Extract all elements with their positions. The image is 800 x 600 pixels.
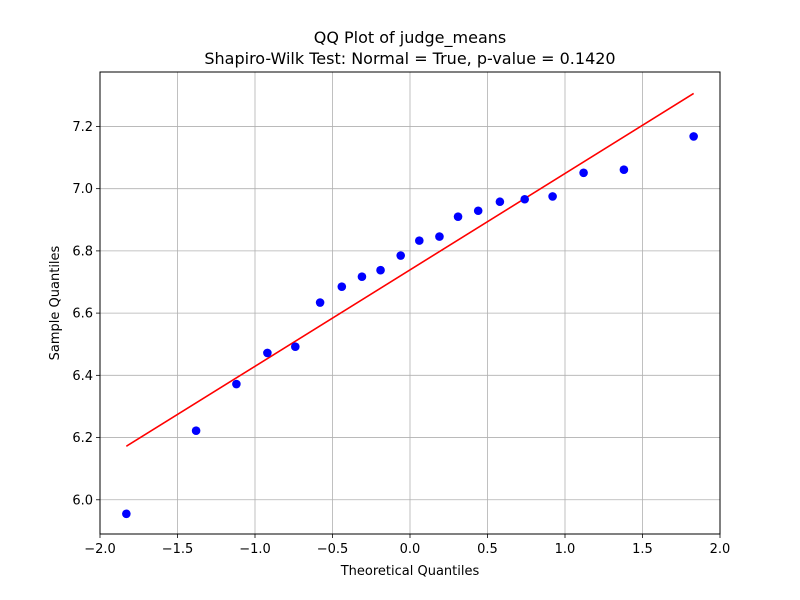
x-tick-label: −1.0 xyxy=(239,542,271,557)
data-point xyxy=(473,206,483,216)
data-point xyxy=(232,379,241,389)
y-tick-label: 6.6 xyxy=(72,307,93,322)
y-tick-label: 6.4 xyxy=(72,369,93,384)
y-tick-label: 7.2 xyxy=(72,120,93,135)
data-point xyxy=(263,348,272,358)
grid-lines xyxy=(99,72,721,534)
data-point xyxy=(337,282,347,291)
x-tick-label: 1.0 xyxy=(555,542,576,557)
data-point xyxy=(495,197,505,207)
y-tick-label: 7.0 xyxy=(72,182,93,197)
x-axis-ticks: −2.0 −1.5 −1.0 −0.5 0.0 0.5 1.0 1.5 2.0 xyxy=(84,534,730,557)
data-point xyxy=(520,194,529,204)
x-tick-label: −1.5 xyxy=(162,542,194,557)
data-point xyxy=(415,236,424,245)
x-tick-label: −2.0 xyxy=(84,542,116,557)
data-point xyxy=(453,212,463,221)
data-point xyxy=(689,132,698,141)
y-axis-ticks: 6.0 6.2 6.4 6.6 6.8 7.0 7.2 xyxy=(72,120,100,508)
data-point xyxy=(315,298,325,307)
data-point xyxy=(435,232,444,241)
data-point xyxy=(357,272,367,282)
fit-line-layer xyxy=(125,92,695,447)
data-point xyxy=(122,509,131,519)
x-axis-label: Theoretical Quantiles xyxy=(340,564,480,579)
y-tick-label: 6.2 xyxy=(72,431,93,446)
x-tick-label: −0.5 xyxy=(317,542,349,557)
x-tick-label: 0.0 xyxy=(400,542,421,557)
data-point xyxy=(579,168,588,178)
data-point xyxy=(619,165,629,174)
x-tick-label: 1.5 xyxy=(632,542,653,557)
data-point xyxy=(396,251,406,260)
chart-subtitle: Shapiro-Wilk Test: Normal = True, p-valu… xyxy=(204,49,615,68)
fit-line xyxy=(125,92,695,447)
y-axis-label: Sample Quantiles xyxy=(48,245,63,360)
x-tick-label: 2.0 xyxy=(710,542,731,557)
y-tick-label: 6.0 xyxy=(72,493,93,508)
data-point xyxy=(291,342,300,352)
data-point xyxy=(548,192,557,201)
x-tick-label: 0.5 xyxy=(477,542,498,557)
data-point xyxy=(191,426,201,436)
data-points xyxy=(122,132,698,519)
chart-title: QQ Plot of judge_means xyxy=(314,28,506,48)
y-tick-label: 6.8 xyxy=(72,244,93,259)
data-point xyxy=(376,265,385,275)
